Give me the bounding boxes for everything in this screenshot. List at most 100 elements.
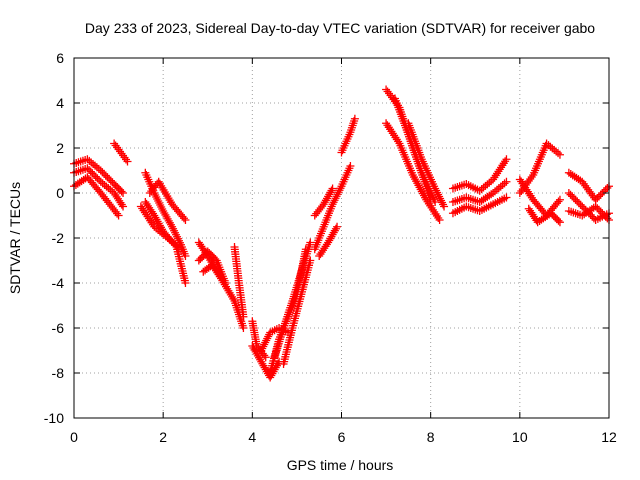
data-point <box>527 173 536 181</box>
data-point <box>119 189 128 197</box>
data-point <box>439 200 448 209</box>
data-point <box>554 149 563 158</box>
data-point <box>334 188 343 197</box>
data-point <box>574 199 583 208</box>
y-tick-label: -2 <box>52 230 65 246</box>
data-point <box>100 169 109 178</box>
data-point <box>333 222 342 231</box>
data-points <box>70 85 613 382</box>
data-point <box>440 202 449 211</box>
data-point <box>346 162 355 170</box>
data-point <box>555 195 564 204</box>
y-tick-label: 0 <box>56 185 64 201</box>
series-track-8 <box>136 202 185 254</box>
y-tick-label: 4 <box>56 95 64 111</box>
data-point <box>257 346 266 355</box>
data-point <box>153 195 162 203</box>
data-point <box>502 155 511 164</box>
series-track-27 <box>448 155 511 195</box>
data-point <box>438 198 447 207</box>
data-point <box>239 312 248 321</box>
data-point <box>259 342 268 351</box>
series-track-35 <box>564 202 613 224</box>
data-point <box>554 216 563 225</box>
y-tick-label: -6 <box>52 320 65 336</box>
data-point <box>331 194 340 203</box>
data-point <box>88 169 97 178</box>
data-point <box>260 351 269 360</box>
data-point <box>106 176 115 185</box>
data-point <box>174 234 183 243</box>
data-point <box>264 332 273 341</box>
data-point <box>436 194 445 203</box>
data-point <box>93 174 102 183</box>
data-point <box>601 185 610 194</box>
series-track-1 <box>70 155 128 197</box>
series-track-33 <box>564 168 613 204</box>
data-point <box>578 202 587 211</box>
data-point <box>435 216 444 224</box>
y-tick-label: -4 <box>52 275 65 291</box>
data-point <box>86 167 95 176</box>
data-point <box>569 194 578 203</box>
data-point <box>328 200 337 209</box>
data-point <box>603 183 612 192</box>
data-point <box>179 214 188 223</box>
data-point <box>333 190 342 199</box>
data-point <box>594 192 603 201</box>
data-point <box>215 272 224 281</box>
x-tick-label: 4 <box>248 429 256 445</box>
data-point <box>588 212 597 221</box>
data-point <box>239 324 248 332</box>
data-point <box>435 192 444 201</box>
data-point <box>591 202 600 211</box>
series-track-18 <box>279 256 315 368</box>
data-point <box>172 230 181 239</box>
data-point <box>175 236 184 245</box>
data-point <box>431 198 440 206</box>
data-point <box>157 203 166 211</box>
data-point <box>101 171 110 180</box>
data-point <box>173 232 182 241</box>
series-track-24 <box>382 119 444 224</box>
series-track-4 <box>110 139 132 166</box>
data-point <box>555 150 564 159</box>
data-point <box>113 209 122 218</box>
x-tick-label: 2 <box>159 429 167 445</box>
data-point <box>170 226 179 235</box>
series-track-12 <box>230 243 248 321</box>
x-tick-label: 12 <box>601 429 617 445</box>
data-point <box>335 186 344 195</box>
data-point <box>175 243 184 252</box>
data-point <box>156 201 165 209</box>
data-point <box>432 186 441 195</box>
y-axis-label: SDTVAR / TECUs <box>7 182 23 294</box>
series-track-14 <box>248 317 270 362</box>
series-track-26 <box>404 119 449 211</box>
series-track-21 <box>315 222 342 260</box>
x-axis-label: GPS time / hours <box>287 457 394 473</box>
data-point <box>328 184 337 193</box>
data-point <box>154 197 163 205</box>
data-point <box>155 199 164 207</box>
data-point <box>593 204 602 213</box>
data-point <box>431 184 440 193</box>
data-point <box>555 218 564 227</box>
series-track-20 <box>310 184 337 220</box>
data-point <box>564 189 573 197</box>
series-track-11 <box>199 261 226 283</box>
data-point <box>502 193 511 202</box>
x-tick-label: 6 <box>338 429 346 445</box>
data-point <box>596 207 605 216</box>
data-point <box>598 209 607 218</box>
data-point <box>181 216 190 224</box>
data-point <box>591 195 600 204</box>
data-point <box>105 174 114 183</box>
data-point <box>90 171 99 179</box>
data-point <box>171 228 180 237</box>
data-point <box>263 334 272 343</box>
series-track-28 <box>448 177 511 206</box>
y-tick-labels: 6 4 2 0 -2 -4 -6 -8 -10 <box>44 50 64 426</box>
data-point <box>571 195 580 204</box>
data-point <box>83 164 92 173</box>
